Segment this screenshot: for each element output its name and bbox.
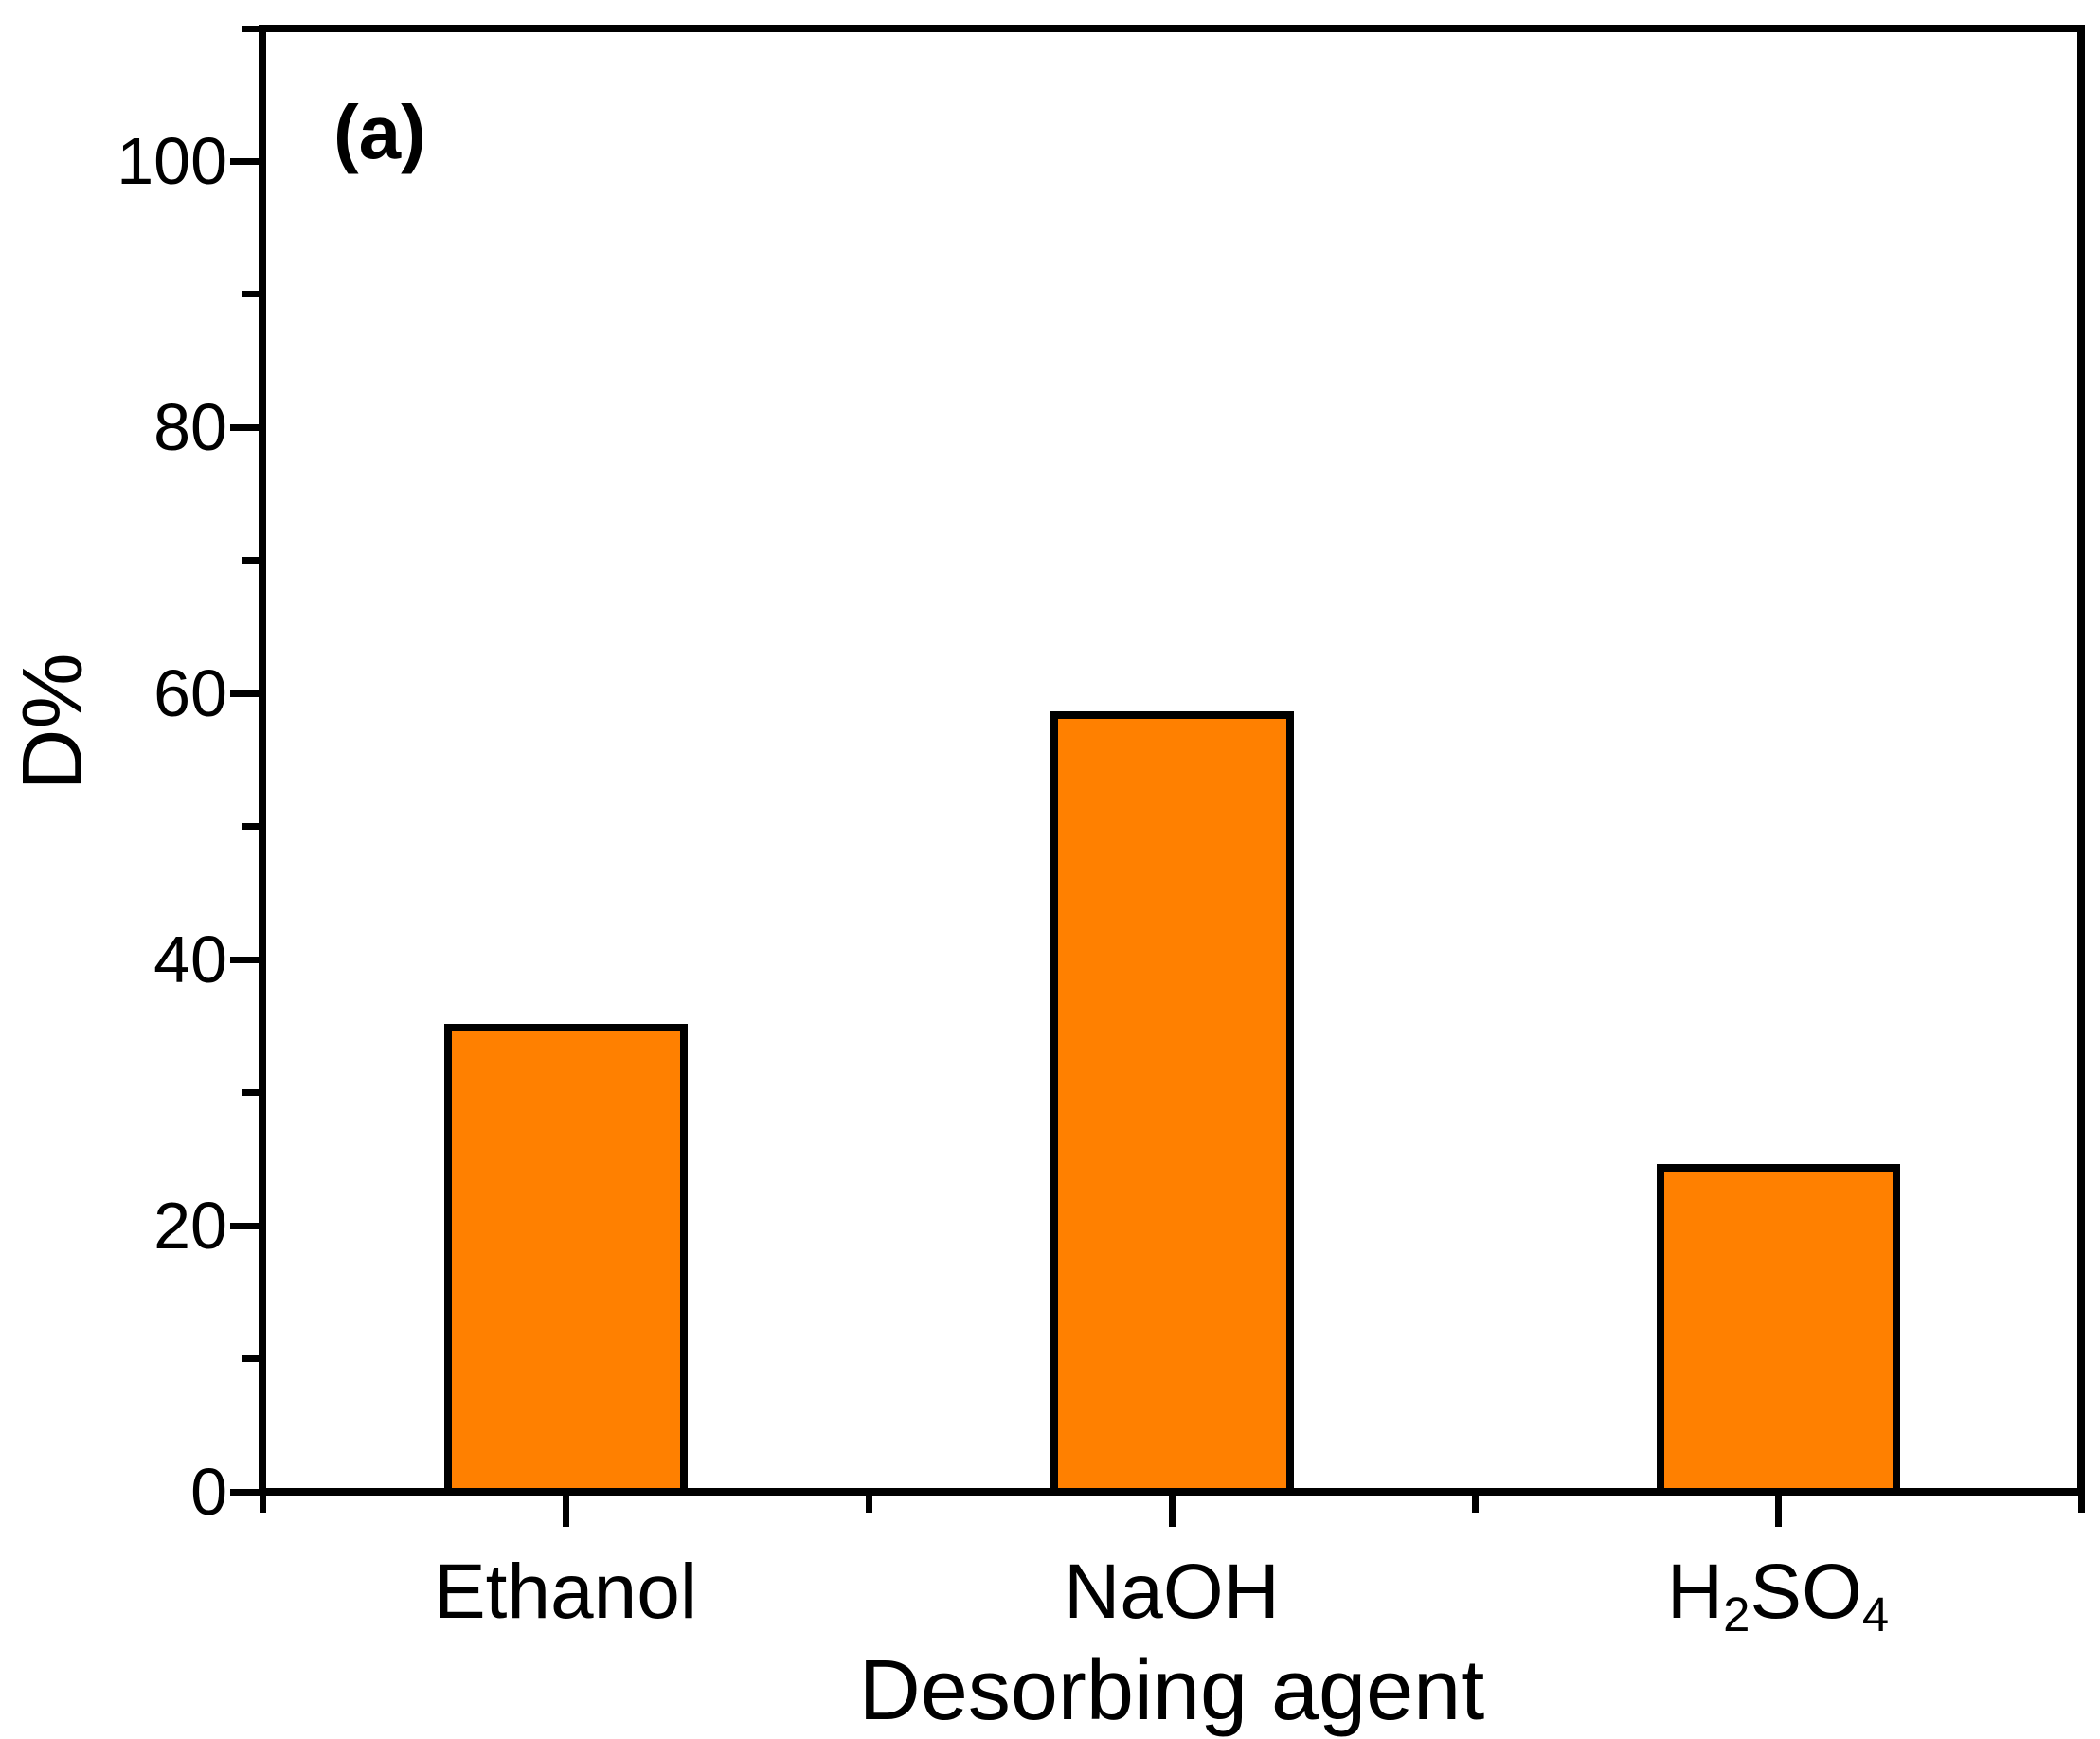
y-axis-major-tick <box>230 690 259 697</box>
y-axis-minor-tick <box>242 557 259 565</box>
y-axis-major-tick <box>230 956 259 963</box>
x-axis-category-label: H2SO4 <box>1666 1549 1890 1642</box>
y-axis-major-tick <box>230 423 259 431</box>
x-axis-category-label: Ethanol <box>433 1549 698 1635</box>
y-axis-minor-tick <box>242 1089 259 1097</box>
y-axis-tick-label: 20 <box>153 1189 227 1264</box>
x-axis-minor-tick <box>1471 1496 1479 1513</box>
x-axis-major-tick <box>562 1496 569 1527</box>
y-axis-minor-tick <box>242 1355 259 1363</box>
y-axis-tick-label: 60 <box>153 656 227 731</box>
x-axis-major-tick <box>1168 1496 1176 1527</box>
x-axis-minor-tick <box>865 1496 872 1513</box>
y-axis-tick-label: 100 <box>117 124 227 199</box>
x-axis-title: Desorbing agent <box>858 1643 1485 1738</box>
y-axis-minor-tick <box>242 823 259 831</box>
y-axis-major-tick <box>230 1488 259 1496</box>
y-axis-minor-tick <box>242 291 259 298</box>
x-axis-minor-tick <box>2077 1496 2085 1513</box>
y-axis-tick-label: 80 <box>153 390 227 465</box>
x-axis-major-tick <box>1774 1496 1782 1527</box>
bar-h2so4 <box>1656 1164 1900 1496</box>
y-axis-major-tick <box>230 157 259 165</box>
y-axis-minor-tick <box>242 25 259 32</box>
y-axis-tick-label: 40 <box>153 923 227 997</box>
bar-ethanol <box>443 1023 688 1496</box>
bar-naoh <box>1050 710 1294 1496</box>
y-axis-major-tick <box>230 1222 259 1229</box>
x-axis-category-label: NaOH <box>1064 1549 1280 1635</box>
y-axis-tick-label: 0 <box>190 1455 227 1529</box>
x-axis-minor-tick <box>259 1496 266 1513</box>
panel-label: (a) <box>333 90 426 174</box>
